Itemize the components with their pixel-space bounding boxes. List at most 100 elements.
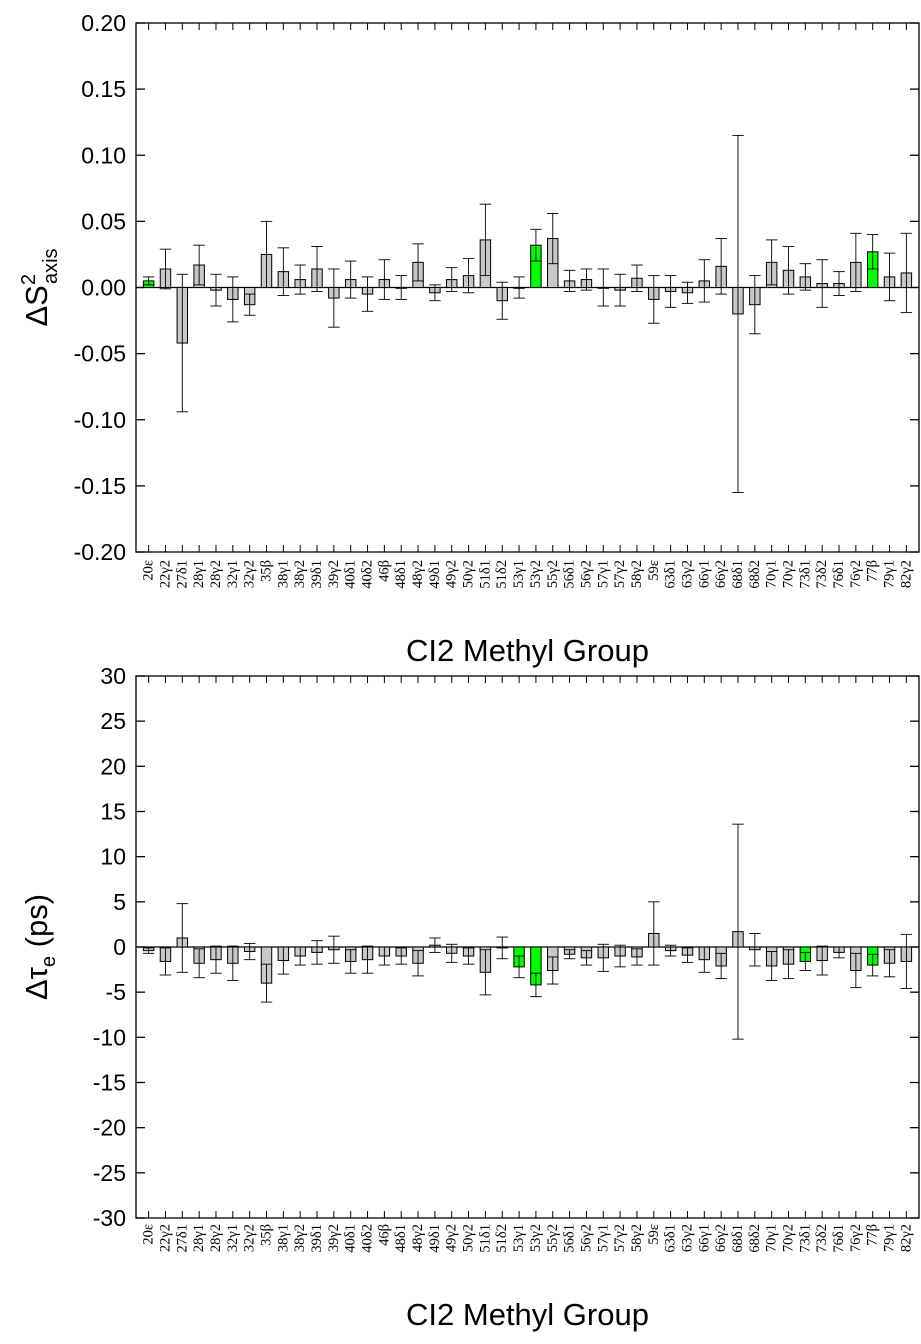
x-tick-label: 59ε — [646, 560, 662, 581]
y-tick-label: 5 — [113, 889, 126, 915]
x-tick-label: 55γ2 — [545, 560, 561, 588]
x-tick-label: 63δ1 — [663, 560, 679, 589]
x-tick-label: 40δ1 — [343, 560, 359, 589]
y-axis-label: ΔS2axis — [18, 248, 62, 326]
x-tick-label: 68δ1 — [730, 1224, 746, 1253]
y-tick-label: 0 — [113, 934, 126, 960]
x-tick-label: 46β — [376, 560, 392, 582]
x-tick-label: 55γ2 — [545, 1224, 561, 1252]
y-tick-label: -10 — [93, 1024, 126, 1050]
x-tick-label: 73δ1 — [797, 560, 813, 589]
y-axis-label: Δτe (ps) — [19, 894, 60, 1000]
x-tick-label: 68δ1 — [730, 560, 746, 589]
x-tick-label: 51δ1 — [477, 1224, 493, 1253]
x-tick-label: 76δ1 — [831, 1224, 847, 1253]
x-tick-label: 39γ2 — [326, 560, 342, 588]
x-tick-label: 56δ1 — [562, 1224, 578, 1253]
x-tick-label: 35β — [259, 1224, 275, 1246]
x-tick-label: 51δ2 — [494, 560, 510, 589]
x-tick-label: 53γ2 — [528, 1224, 544, 1252]
x-tick-label: 57γ1 — [595, 560, 611, 588]
x-tick-label: 63γ2 — [679, 560, 695, 588]
x-tick-label: 66γ1 — [696, 560, 712, 588]
x-tick-label: 38γ2 — [292, 1224, 308, 1252]
y-tick-label: -0.15 — [74, 473, 126, 499]
x-tick-label: 28γ2 — [208, 560, 224, 588]
x-tick-label: 73δ2 — [814, 1224, 830, 1253]
x-tick-label: 38γ2 — [292, 560, 308, 588]
x-tick-label: 27δ1 — [174, 560, 190, 589]
x-tick-label: 79γ1 — [882, 1224, 898, 1252]
x-tick-label: 32γ1 — [225, 1224, 241, 1252]
y-tick-label: -15 — [93, 1070, 126, 1096]
x-tick-label: 50γ2 — [461, 560, 477, 588]
x-tick-label: 79γ1 — [882, 560, 898, 588]
y-axis-label-main: ΔS — [19, 285, 54, 326]
x-tick-label: 66γ1 — [696, 1224, 712, 1252]
x-tick-label: 22γ2 — [157, 1224, 173, 1252]
x-tick-label: 53γ1 — [511, 560, 527, 588]
x-tick-label: 22γ2 — [157, 560, 173, 588]
x-tick-label: 56γ2 — [578, 1224, 594, 1252]
x-tick-label: 28γ1 — [191, 560, 207, 588]
y-axis-label-sub: e — [38, 956, 60, 967]
x-tick-label: 73δ1 — [797, 1224, 813, 1253]
x-tick-label: 40δ2 — [360, 1224, 376, 1253]
x-tick-label: 70γ1 — [764, 1224, 780, 1252]
x-tick-label: 48δ1 — [393, 1224, 409, 1253]
x-tick-label: 35β — [259, 560, 275, 582]
x-tick-label: 49γ2 — [444, 1224, 460, 1252]
x-tick-label: 58γ2 — [629, 1224, 645, 1252]
y-tick-label: 20 — [100, 753, 126, 779]
y-tick-label: 15 — [100, 799, 126, 825]
x-tick-label: 40δ1 — [343, 1224, 359, 1253]
x-tick-label: 28γ1 — [191, 1224, 207, 1252]
x-tick-label: 70γ1 — [764, 560, 780, 588]
y-tick-label: 0.20 — [81, 10, 126, 36]
x-tick-label: 77β — [865, 560, 881, 582]
y-tick-label: 0.10 — [81, 142, 126, 168]
x-tick-label: 82γ2 — [898, 560, 914, 588]
y-axis-label-sub: axis — [40, 248, 62, 284]
x-tick-label: 27δ1 — [174, 1224, 190, 1253]
x-tick-label: 49γ2 — [444, 560, 460, 588]
x-tick-label: 76γ2 — [848, 1224, 864, 1252]
x-tick-label: 66γ2 — [713, 1224, 729, 1252]
x-tick-label: 38γ1 — [275, 1224, 291, 1252]
x-tick-label: 53γ1 — [511, 1224, 527, 1252]
x-tick-label: 63γ2 — [679, 1224, 695, 1252]
x-tick-label: 39δ1 — [309, 560, 325, 589]
x-tick-label: 70γ2 — [781, 560, 797, 588]
x-tick-label: 57γ1 — [595, 1224, 611, 1252]
x-tick-label: 49δ1 — [427, 560, 443, 589]
y-axis-label-sup: 2 — [18, 274, 40, 285]
y-tick-label: -0.05 — [74, 341, 126, 367]
y-tick-label: 10 — [100, 844, 126, 870]
y-tick-label: -25 — [93, 1160, 126, 1186]
x-tick-label: 68δ2 — [747, 560, 763, 589]
y-tick-label: 0.15 — [81, 76, 126, 102]
x-tick-label: 28γ2 — [208, 1224, 224, 1252]
x-tick-label: 56γ2 — [578, 560, 594, 588]
x-tick-label: 56δ1 — [562, 560, 578, 589]
y-tick-label: -0.10 — [74, 407, 126, 433]
x-tick-label: 68δ2 — [747, 1224, 763, 1253]
x-tick-label: 39δ1 — [309, 1224, 325, 1253]
y-axis-label-units: (ps) — [19, 894, 54, 956]
x-tick-label: 73δ2 — [814, 560, 830, 589]
y-axis-label-main: Δτ — [19, 967, 54, 1000]
x-tick-label: 48γ2 — [410, 560, 426, 588]
x-tick-label: 38γ1 — [275, 560, 291, 588]
top-chart-panel: 0.20 0.15 0.10 0.05 0.00 -0.05 -0.10 -0.15 -0.20… — [18, 10, 920, 668]
x-tick-label: 40δ2 — [360, 560, 376, 589]
x-tick-label: 66γ2 — [713, 560, 729, 588]
y-tick-label: 25 — [100, 708, 126, 734]
y-tick-label: -5 — [106, 979, 126, 1005]
x-tick-label: 20ε — [141, 560, 157, 581]
x-tick-label: 39γ2 — [326, 1224, 342, 1252]
y-tick-label: -0.20 — [74, 539, 126, 565]
x-tick-label: 76γ2 — [848, 560, 864, 588]
x-tick-label: 46β — [376, 1224, 392, 1246]
x-tick-label: 48γ2 — [410, 1224, 426, 1252]
